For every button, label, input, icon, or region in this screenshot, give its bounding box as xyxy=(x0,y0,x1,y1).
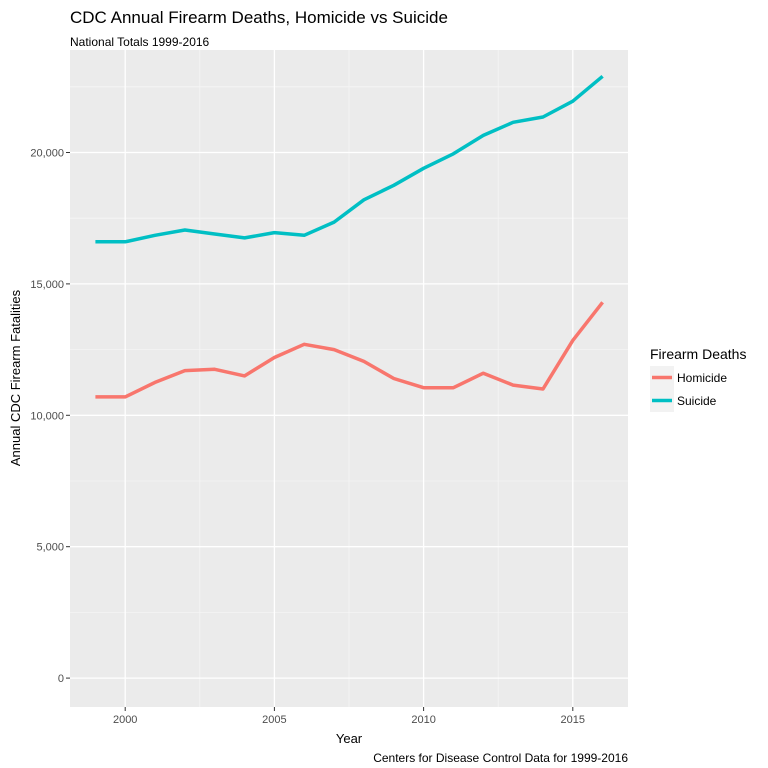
legend-item-homicide: Homicide xyxy=(650,366,727,389)
y-tick-label: 15,000 xyxy=(30,279,64,291)
x-tick-label: 2005 xyxy=(262,714,286,726)
legend-item-suicide: Suicide xyxy=(650,389,717,412)
y-tick-label: 10,000 xyxy=(30,410,64,422)
y-tick-label: 0 xyxy=(58,673,64,685)
x-axis: 2000 2005 2010 2015 xyxy=(113,707,585,726)
chart-title: CDC Annual Firearm Deaths, Homicide vs S… xyxy=(70,8,448,27)
chart-caption: Centers for Disease Control Data for 199… xyxy=(373,751,628,765)
x-tick-label: 2010 xyxy=(411,714,435,726)
x-tick-label: 2015 xyxy=(561,714,585,726)
series-line-suicide xyxy=(95,74,604,244)
y-tick-label: 5,000 xyxy=(36,542,64,554)
y-axis-title: Annual CDC Firearm Fatalities xyxy=(8,289,23,466)
legend-label-suicide: Suicide xyxy=(677,394,717,408)
y-tick-label: 20,000 xyxy=(30,147,64,159)
series-lines xyxy=(95,74,604,399)
series-line-homicide xyxy=(95,301,604,399)
x-tick-label: 2000 xyxy=(113,714,137,726)
major-gridlines xyxy=(70,50,628,707)
legend: Firearm Deaths Homicide Suicide xyxy=(650,346,746,412)
x-axis-title: Year xyxy=(336,731,363,746)
legend-title: Firearm Deaths xyxy=(650,346,746,362)
chart-subtitle: National Totals 1999-2016 xyxy=(70,35,210,49)
y-axis: 0 5,000 10,000 15,000 20,000 xyxy=(30,147,70,685)
legend-label-homicide: Homicide xyxy=(677,371,727,385)
